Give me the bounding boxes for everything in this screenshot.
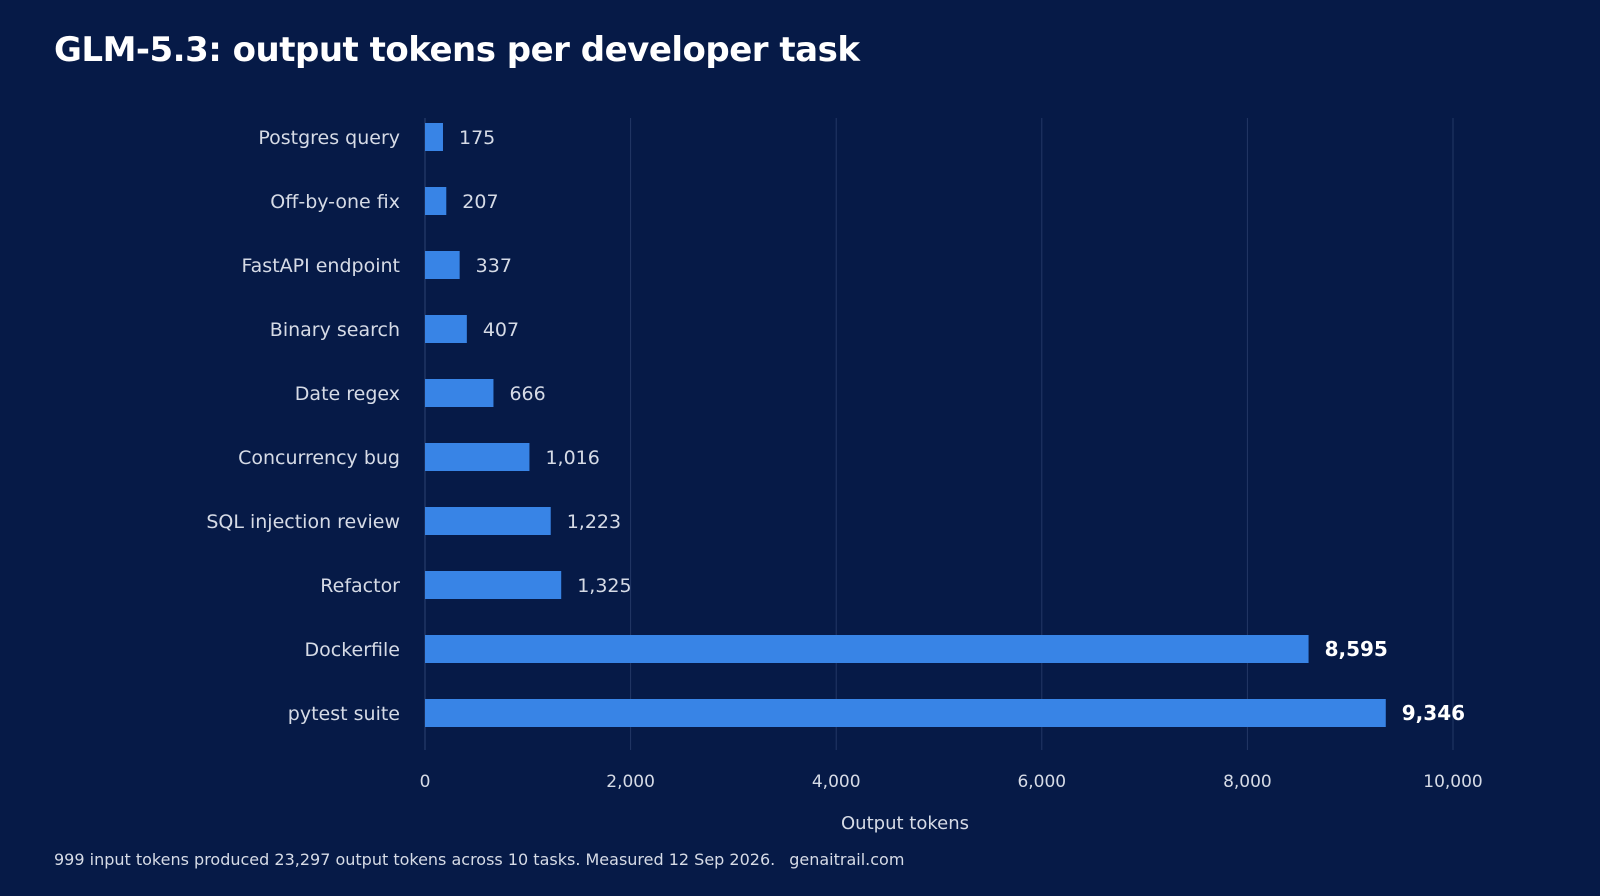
x-tick-label: 0 [420, 772, 431, 792]
footnote-text: 999 input tokens produced 23,297 output … [54, 850, 776, 869]
footnote-site: genaitrail.com [789, 850, 905, 869]
x-tick-label: 2,000 [606, 772, 655, 792]
x-tick-label: 4,000 [812, 772, 861, 792]
category-label: Concurrency bug [238, 447, 400, 469]
chart-title: GLM-5.3: output tokens per developer tas… [54, 30, 860, 70]
category-label: pytest suite [288, 703, 400, 725]
chart-footnote: 999 input tokens produced 23,297 output … [54, 850, 904, 869]
category-label: Dockerfile [305, 639, 400, 661]
bar [425, 699, 1386, 727]
bar [425, 571, 562, 599]
bar [425, 443, 530, 471]
x-tick-label: 8,000 [1223, 772, 1272, 792]
value-label: 9,346 [1402, 701, 1465, 725]
bar [425, 635, 1309, 663]
bar [425, 123, 443, 151]
category-label: SQL injection review [206, 511, 400, 533]
value-labels: 175 207 337 407 666 1,016 1,223 1,325 8,595 9,346 [459, 127, 1465, 725]
bar [425, 315, 467, 343]
category-label: FastAPI endpoint [241, 255, 400, 277]
category-label: Date regex [295, 383, 400, 405]
value-label: 175 [459, 127, 495, 149]
value-label: 337 [476, 255, 512, 277]
category-label: Binary search [270, 319, 400, 341]
bar [425, 251, 460, 279]
value-label: 407 [483, 319, 519, 341]
grid-lines [424, 118, 1454, 750]
value-label: 666 [509, 383, 545, 405]
value-label: 8,595 [1325, 637, 1388, 661]
x-tick-label: 6,000 [1017, 772, 1066, 792]
value-label: 1,223 [567, 511, 621, 533]
x-tick-label: 10,000 [1423, 772, 1482, 792]
category-label: Off-by-one fix [270, 191, 400, 213]
x-axis-ticks: 0 2,000 4,000 6,000 8,000 10,000 [420, 772, 1483, 792]
category-labels: Postgres query Off-by-one fix FastAPI endp… [206, 127, 400, 725]
category-label: Refactor [320, 575, 400, 597]
bar [425, 187, 447, 215]
x-axis-title: Output tokens [841, 813, 969, 834]
bar [425, 379, 494, 407]
category-label: Postgres query [258, 127, 400, 149]
bar [425, 507, 551, 535]
value-label: 1,016 [545, 447, 599, 469]
value-label: 1,325 [577, 575, 631, 597]
bars [425, 123, 1386, 727]
value-label: 207 [462, 191, 498, 213]
